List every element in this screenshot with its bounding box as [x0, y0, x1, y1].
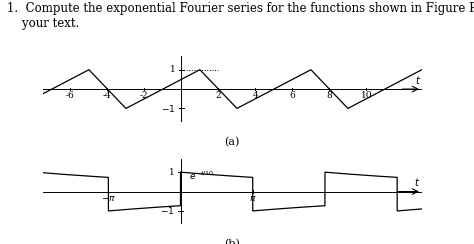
Text: (a): (a) [225, 136, 240, 147]
Text: 10: 10 [361, 92, 372, 100]
Text: $-\pi$: $-\pi$ [101, 194, 116, 203]
Text: 1: 1 [170, 65, 176, 74]
Text: -2: -2 [140, 92, 149, 100]
Text: (b): (b) [224, 239, 240, 244]
Text: 8: 8 [327, 92, 332, 100]
Text: 1.  Compute the exponential Fourier series for the functions shown in Figure P6.: 1. Compute the exponential Fourier serie… [7, 2, 474, 31]
Text: 4: 4 [253, 92, 258, 100]
Text: $t$: $t$ [414, 176, 420, 188]
Text: -4: -4 [103, 92, 112, 100]
Text: $\pi$: $\pi$ [249, 194, 256, 203]
Text: $-1$: $-1$ [161, 103, 176, 114]
Text: 2: 2 [216, 92, 221, 100]
Text: $e^{-t/10}$: $e^{-t/10}$ [189, 169, 214, 182]
Text: -6: -6 [66, 92, 75, 100]
Text: $-1$: $-1$ [160, 205, 175, 216]
Text: 6: 6 [290, 92, 295, 100]
Text: 1: 1 [169, 168, 175, 177]
Text: $t$: $t$ [415, 74, 421, 86]
